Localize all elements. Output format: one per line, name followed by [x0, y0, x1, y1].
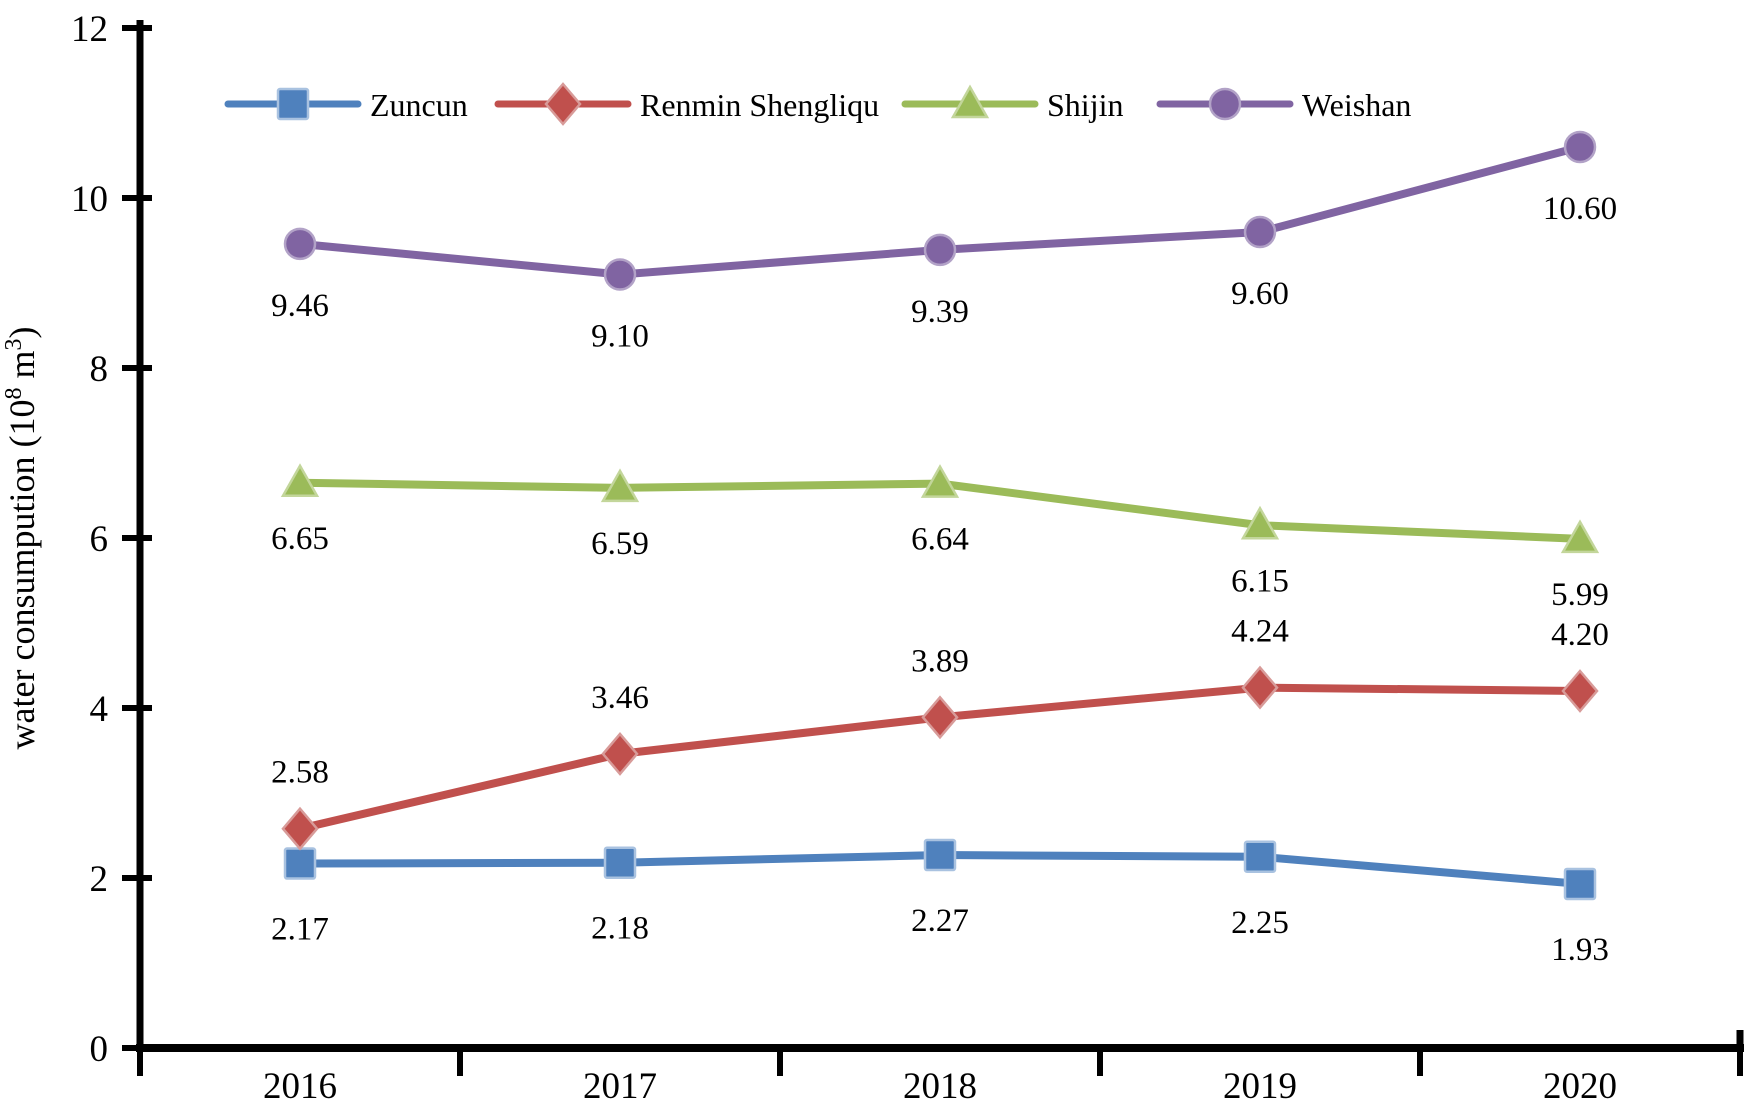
- marker-renmin-shengliqu-2016: [281, 806, 319, 851]
- y-tick-label: 2: [90, 859, 109, 900]
- marker-weishan-2018: [923, 233, 957, 267]
- y-tick-label: 8: [90, 349, 109, 390]
- marker-shijin-2016: [280, 463, 320, 497]
- data-label-renmin-shengliqu-2018: 3.89: [911, 643, 969, 679]
- x-category-label: 2017: [583, 1066, 657, 1107]
- legend-label-shijin: Shijin: [1047, 87, 1123, 123]
- y-axis-title: water consumpution (108 m3): [1, 327, 42, 750]
- marker-weishan-2016: [283, 227, 317, 261]
- data-label-weishan-2019: 9.60: [1231, 276, 1289, 312]
- data-label-renmin-shengliqu-2019: 4.24: [1231, 614, 1289, 650]
- legend-item-zuncun: Zuncun: [224, 87, 468, 123]
- marker-zuncun-2018: [923, 838, 957, 872]
- series-weishan: [283, 130, 1597, 291]
- marker-zuncun-2020: [1563, 867, 1597, 901]
- data-label-renmin-shengliqu-2020: 4.20: [1551, 617, 1609, 653]
- data-label-zuncun-2019: 2.25: [1231, 905, 1289, 941]
- data-label-shijin-2016: 6.65: [271, 521, 329, 557]
- legend-label-zuncun: Zuncun: [370, 87, 468, 123]
- marker-shijin-2019: [1240, 505, 1280, 540]
- series-shijin: [280, 463, 1600, 554]
- legend-item-shijin: Shijin: [901, 84, 1123, 123]
- data-label-zuncun-2018: 2.27: [911, 903, 969, 939]
- data-labels-group: 2.17 2.18 2.27 2.25 1.93 2.58 3.46 3.89 4.24 4.20…: [271, 191, 1617, 968]
- y-tick-label: 4: [90, 689, 109, 730]
- data-label-zuncun-2017: 2.18: [591, 911, 649, 947]
- axes-group: 0 2 4 6 8 10 12 2016 2017 2018 2019 2020 water consu…: [1, 9, 1744, 1107]
- data-label-zuncun-2020: 1.93: [1551, 932, 1609, 968]
- legend-label-weishan: Weishan: [1302, 87, 1411, 123]
- x-category-label: 2016: [263, 1066, 337, 1107]
- y-tick-label: 6: [90, 519, 109, 560]
- y-tick-label: 12: [71, 9, 108, 50]
- legend-label-renmin-shengliqu: Renmin Shengliqu: [640, 87, 879, 123]
- marker-weishan-2017: [603, 258, 637, 291]
- marker-weishan-2019: [1243, 215, 1277, 249]
- legend-group: Zuncun Renmin Shengliqu Shijin Weishan: [224, 82, 1411, 126]
- data-label-weishan-2018: 9.39: [911, 294, 969, 330]
- data-label-shijin-2017: 6.59: [591, 526, 649, 562]
- legend-marker-renmin-shengliqu: [544, 82, 582, 126]
- marker-zuncun-2019: [1243, 840, 1277, 873]
- marker-zuncun-2016: [283, 847, 317, 880]
- x-category-label: 2020: [1543, 1066, 1617, 1107]
- series-zuncun: [283, 838, 1597, 901]
- y-tick-label: 10: [71, 179, 108, 220]
- marker-shijin-2017: [600, 468, 640, 503]
- data-label-zuncun-2016: 2.17: [271, 912, 329, 948]
- x-category-label: 2018: [903, 1066, 977, 1107]
- marker-renmin-shengliqu-2020: [1561, 669, 1599, 713]
- data-label-weishan-2020: 10.60: [1543, 191, 1617, 227]
- data-label-renmin-shengliqu-2016: 2.58: [271, 755, 329, 791]
- legend-marker-zuncun: [276, 87, 310, 121]
- legend-item-weishan: Weishan: [1156, 87, 1411, 123]
- y-tick-label: 0: [90, 1029, 109, 1070]
- marker-zuncun-2017: [603, 846, 637, 879]
- data-label-shijin-2018: 6.64: [911, 522, 969, 558]
- data-label-weishan-2017: 9.10: [591, 319, 649, 355]
- marker-renmin-shengliqu-2018: [921, 695, 959, 740]
- legend-marker-weishan: [1208, 87, 1242, 121]
- marker-shijin-2020: [1560, 519, 1600, 554]
- legend-item-renmin-shengliqu: Renmin Shengliqu: [494, 82, 879, 126]
- legend-marker-shijin: [950, 84, 990, 119]
- series-group: [280, 130, 1600, 901]
- marker-renmin-shengliqu-2017: [601, 731, 639, 776]
- data-label-weishan-2016: 9.46: [271, 288, 329, 324]
- series-renmin-shengliqu: [281, 665, 1599, 851]
- marker-renmin-shengliqu-2019: [1241, 665, 1279, 710]
- marker-weishan-2020: [1563, 130, 1597, 164]
- data-label-shijin-2020: 5.99: [1551, 577, 1609, 613]
- data-label-renmin-shengliqu-2017: 3.46: [591, 680, 649, 716]
- x-category-label: 2019: [1223, 1066, 1297, 1107]
- data-label-shijin-2019: 6.15: [1231, 563, 1289, 599]
- marker-shijin-2018: [920, 464, 960, 498]
